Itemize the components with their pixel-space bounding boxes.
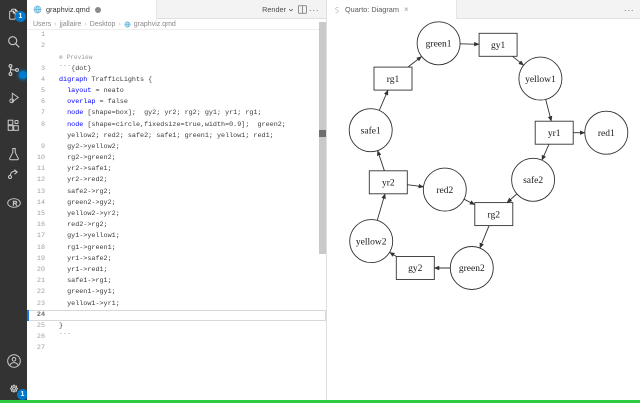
svg-text:safe2: safe2 <box>523 175 543 186</box>
svg-text:gy1: gy1 <box>491 41 506 51</box>
svg-text:yellow2: yellow2 <box>356 237 387 247</box>
svg-text:green2: green2 <box>459 264 485 274</box>
svg-text:safe1: safe1 <box>361 125 381 136</box>
svg-text:green1: green1 <box>426 40 452 50</box>
svg-text:rg2: rg2 <box>488 210 501 220</box>
svg-text:R: R <box>12 201 17 208</box>
svg-text:yr2: yr2 <box>382 178 395 188</box>
svg-text:red2: red2 <box>436 186 453 196</box>
svg-text:red1: red1 <box>598 129 615 139</box>
svg-text:yellow1: yellow1 <box>525 75 556 85</box>
svg-text:yr1: yr1 <box>548 129 561 139</box>
svg-text:gy2: gy2 <box>408 264 423 274</box>
svg-text:rg1: rg1 <box>387 75 400 85</box>
